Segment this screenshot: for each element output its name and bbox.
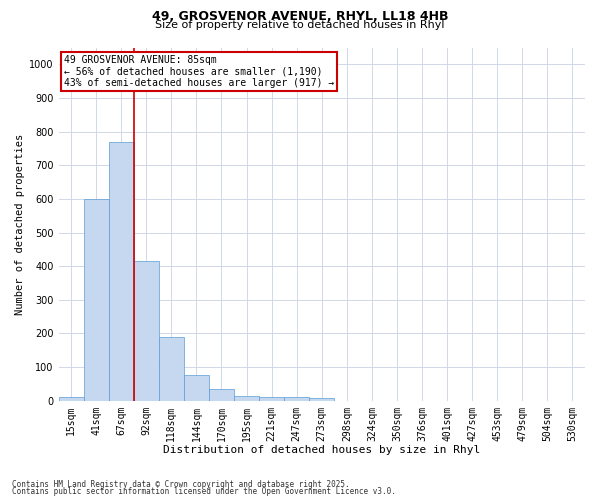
Bar <box>309 398 334 400</box>
Text: Size of property relative to detached houses in Rhyl: Size of property relative to detached ho… <box>155 20 445 30</box>
Text: 49 GROSVENOR AVENUE: 85sqm
← 56% of detached houses are smaller (1,190)
43% of s: 49 GROSVENOR AVENUE: 85sqm ← 56% of deta… <box>64 54 334 88</box>
Bar <box>259 398 284 400</box>
Bar <box>109 142 134 400</box>
Y-axis label: Number of detached properties: Number of detached properties <box>15 134 25 314</box>
Bar <box>59 398 83 400</box>
Bar <box>159 337 184 400</box>
Bar <box>83 199 109 400</box>
Bar <box>184 376 209 400</box>
Bar <box>284 396 309 400</box>
Text: 49, GROSVENOR AVENUE, RHYL, LL18 4HB: 49, GROSVENOR AVENUE, RHYL, LL18 4HB <box>152 10 448 23</box>
Text: Contains public sector information licensed under the Open Government Licence v3: Contains public sector information licen… <box>12 488 396 496</box>
Bar <box>234 396 259 400</box>
Bar <box>134 261 159 400</box>
Bar <box>209 389 234 400</box>
X-axis label: Distribution of detached houses by size in Rhyl: Distribution of detached houses by size … <box>163 445 481 455</box>
Text: Contains HM Land Registry data © Crown copyright and database right 2025.: Contains HM Land Registry data © Crown c… <box>12 480 350 489</box>
